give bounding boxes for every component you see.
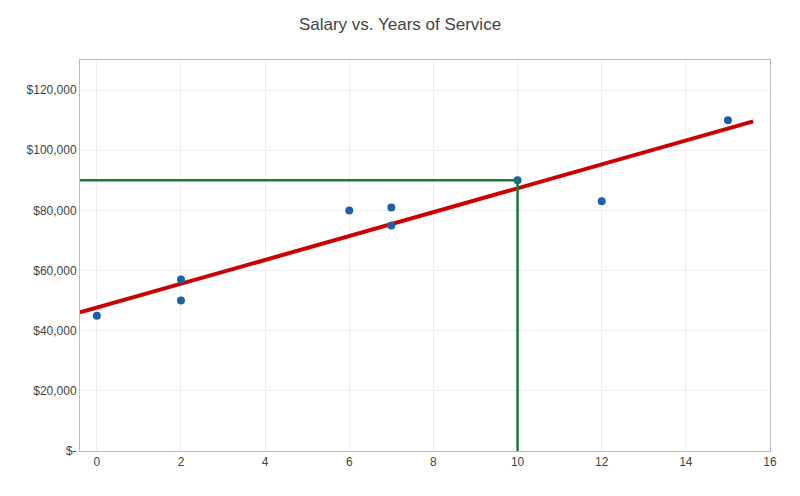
svg-text:4: 4 — [262, 455, 269, 469]
svg-text:0: 0 — [93, 455, 100, 469]
svg-text:12: 12 — [595, 455, 609, 469]
svg-text:10: 10 — [511, 455, 525, 469]
svg-text:$20,000: $20,000 — [33, 384, 77, 398]
svg-text:$60,000: $60,000 — [33, 264, 77, 278]
svg-text:Salary vs. Years of Service: Salary vs. Years of Service — [299, 15, 501, 34]
svg-text:8: 8 — [430, 455, 437, 469]
svg-text:$80,000: $80,000 — [33, 204, 77, 218]
svg-text:$120,000: $120,000 — [27, 83, 77, 97]
svg-text:$-: $- — [66, 444, 77, 458]
svg-text:$100,000: $100,000 — [27, 143, 77, 157]
svg-text:16: 16 — [763, 455, 777, 469]
svg-text:2: 2 — [178, 455, 185, 469]
svg-text:14: 14 — [679, 455, 693, 469]
svg-text:6: 6 — [346, 455, 353, 469]
svg-text:$40,000: $40,000 — [33, 324, 77, 338]
